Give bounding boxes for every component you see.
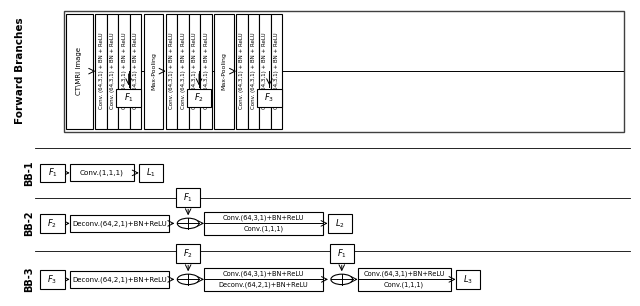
Text: Deconv.(64,2,1)+BN+ReLU: Deconv.(64,2,1)+BN+ReLU [72,276,167,283]
FancyBboxPatch shape [248,14,259,129]
FancyBboxPatch shape [187,88,211,107]
FancyBboxPatch shape [70,215,169,232]
Text: Conv. (64,3,1) + BN + ReLU: Conv. (64,3,1) + BN + ReLU [262,33,268,110]
Text: Conv. (64,3,1) + BN + ReLU: Conv. (64,3,1) + BN + ReLU [122,33,127,110]
FancyBboxPatch shape [66,14,93,129]
Text: Conv. (64,3,1) + BN + ReLU: Conv. (64,3,1) + BN + ReLU [204,33,209,110]
FancyBboxPatch shape [271,14,282,129]
Text: Conv.(1,1,1): Conv.(1,1,1) [384,282,424,288]
Text: Conv. (64,3,1) + BN + ReLU: Conv. (64,3,1) + BN + ReLU [169,33,174,110]
Text: Conv. (64,3,1) + BN + ReLU: Conv. (64,3,1) + BN + ReLU [239,33,244,110]
FancyBboxPatch shape [257,88,282,107]
FancyBboxPatch shape [116,88,141,107]
FancyBboxPatch shape [40,270,65,289]
Text: Conv.(64,3,1)+BN+ReLU: Conv.(64,3,1)+BN+ReLU [223,271,304,277]
FancyBboxPatch shape [176,188,200,207]
Text: Conv.(1,1,1): Conv.(1,1,1) [243,226,284,232]
FancyBboxPatch shape [189,14,200,129]
FancyBboxPatch shape [40,164,65,182]
Text: BB-2: BB-2 [24,211,34,236]
Text: Conv. (64,3,1) + BN + ReLU: Conv. (64,3,1) + BN + ReLU [180,33,186,110]
FancyBboxPatch shape [204,268,323,291]
FancyBboxPatch shape [139,164,163,182]
Text: Deconv.(64,2,1)+BN+ReLU: Deconv.(64,2,1)+BN+ReLU [72,220,167,227]
FancyBboxPatch shape [144,14,163,129]
Text: BB-3: BB-3 [24,267,34,292]
Text: Conv.(64,3,1)+BN+ReLU: Conv.(64,3,1)+BN+ReLU [223,215,304,221]
Text: $L_2$: $L_2$ [335,217,345,230]
Text: Conv. (64,3,1) + BN + ReLU: Conv. (64,3,1) + BN + ReLU [133,33,138,110]
Text: $F_2$: $F_2$ [47,217,58,230]
FancyBboxPatch shape [176,244,200,263]
FancyBboxPatch shape [204,212,323,235]
Text: $F_3$: $F_3$ [264,91,275,104]
FancyBboxPatch shape [70,165,134,181]
Text: $F_2$: $F_2$ [194,91,204,104]
FancyBboxPatch shape [358,268,451,291]
FancyBboxPatch shape [177,14,189,129]
FancyBboxPatch shape [330,244,354,263]
Text: Conv.(1,1,1): Conv.(1,1,1) [80,170,124,176]
FancyBboxPatch shape [200,14,212,129]
Text: Conv. (64,3,1) + BN + ReLU: Conv. (64,3,1) + BN + ReLU [192,33,197,110]
Text: Forward Branches: Forward Branches [15,18,26,125]
Text: $F_2$: $F_2$ [183,247,193,259]
FancyBboxPatch shape [40,214,65,233]
Text: Max-Pooling: Max-Pooling [151,52,156,90]
FancyBboxPatch shape [166,14,177,129]
Text: CT\MRI Image: CT\MRI Image [76,47,83,95]
Text: $F_1$: $F_1$ [124,91,134,104]
FancyBboxPatch shape [214,14,234,129]
Text: Deconv.(64,2,1)+BN+ReLU: Deconv.(64,2,1)+BN+ReLU [218,282,308,288]
Text: $F_1$: $F_1$ [47,167,58,179]
FancyBboxPatch shape [118,14,130,129]
FancyBboxPatch shape [130,14,141,129]
FancyBboxPatch shape [456,270,480,289]
Text: Max-Pooling: Max-Pooling [221,52,227,90]
Text: $F_1$: $F_1$ [337,247,347,259]
Text: Conv. (64,3,1) + BN + ReLU: Conv. (64,3,1) + BN + ReLU [99,33,104,110]
FancyBboxPatch shape [70,271,169,288]
FancyBboxPatch shape [107,14,118,129]
Text: Conv. (64,3,1) + BN + ReLU: Conv. (64,3,1) + BN + ReLU [110,33,115,110]
FancyBboxPatch shape [259,14,271,129]
Text: $L_3$: $L_3$ [463,273,473,285]
FancyBboxPatch shape [328,214,352,233]
FancyBboxPatch shape [64,11,624,132]
Text: Conv. (64,3,1) + BN + ReLU: Conv. (64,3,1) + BN + ReLU [251,33,256,110]
FancyBboxPatch shape [95,14,107,129]
Text: $F_1$: $F_1$ [183,191,193,203]
Text: BB-1: BB-1 [24,160,34,186]
Text: Conv.(64,3,1)+BN+ReLU: Conv.(64,3,1)+BN+ReLU [364,271,445,277]
FancyBboxPatch shape [236,14,248,129]
Text: Conv. (64,3,1) + BN + ReLU: Conv. (64,3,1) + BN + ReLU [274,33,279,110]
Text: $F_3$: $F_3$ [47,273,58,285]
Text: $L_1$: $L_1$ [146,167,156,179]
